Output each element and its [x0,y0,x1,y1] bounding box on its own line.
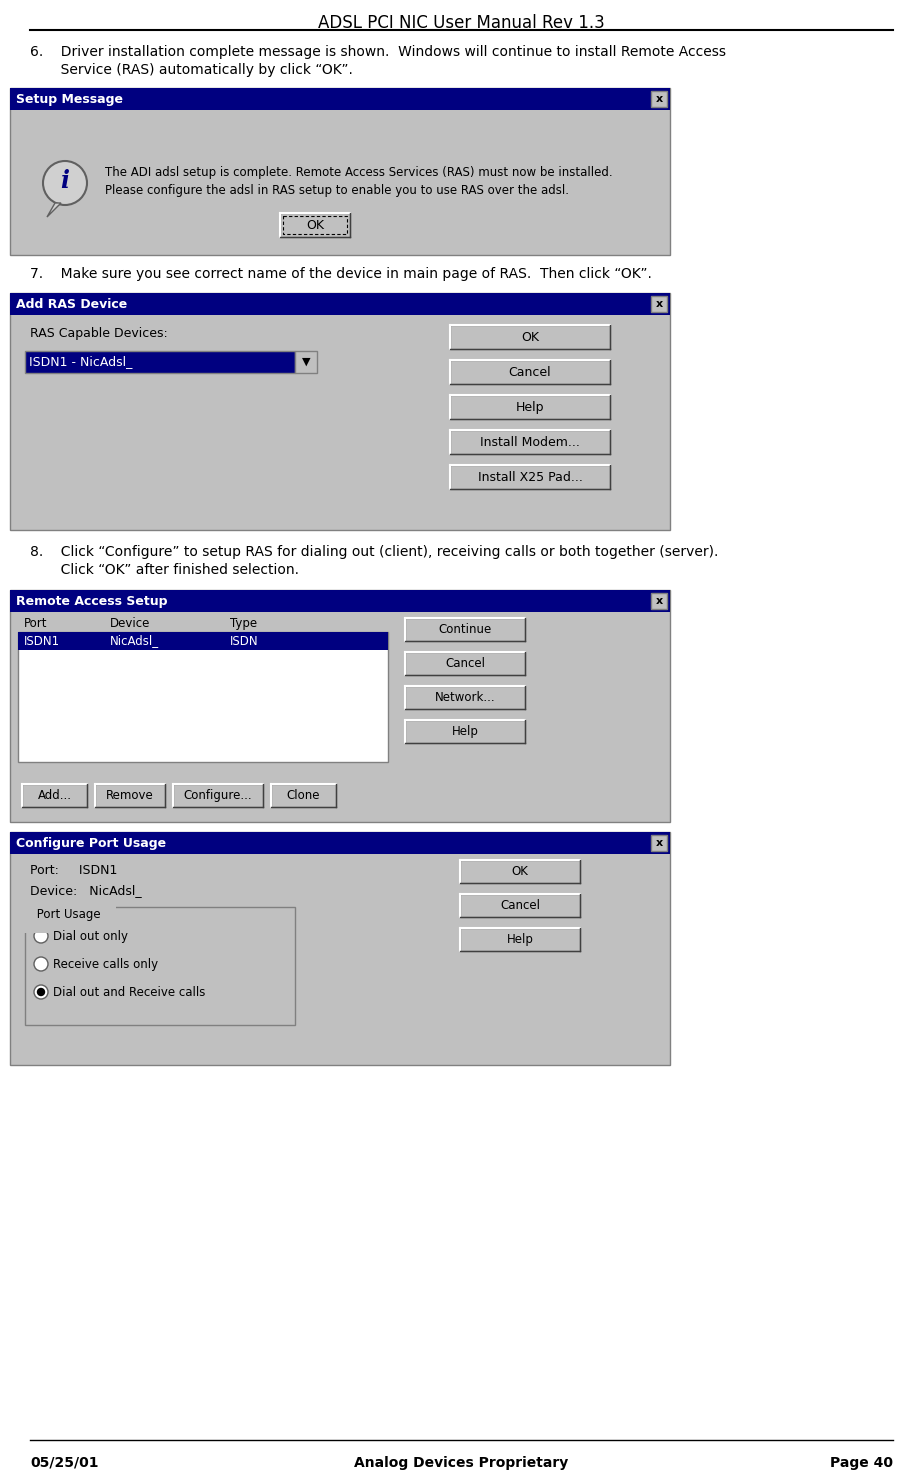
Text: RAS Capable Devices:: RAS Capable Devices: [30,327,168,340]
Text: Help: Help [507,933,533,946]
Text: Remove: Remove [106,789,154,802]
FancyBboxPatch shape [460,859,580,883]
FancyBboxPatch shape [10,88,670,111]
FancyBboxPatch shape [22,784,87,806]
FancyBboxPatch shape [651,834,667,850]
Text: x: x [655,299,663,310]
FancyBboxPatch shape [405,652,525,675]
FancyBboxPatch shape [25,907,295,1024]
FancyBboxPatch shape [651,91,667,108]
Text: Analog Devices Proprietary: Analog Devices Proprietary [354,1456,569,1470]
FancyBboxPatch shape [450,464,610,489]
Text: Type: Type [230,616,258,629]
FancyBboxPatch shape [450,395,610,419]
Text: Receive calls only: Receive calls only [53,958,158,970]
FancyBboxPatch shape [10,88,670,255]
Text: x: x [655,595,663,606]
Text: ADSL PCI NIC User Manual Rev 1.3: ADSL PCI NIC User Manual Rev 1.3 [318,13,605,32]
Text: OK: OK [306,218,324,231]
Text: 6.    Driver installation complete message is shown.  Windows will continue to i: 6. Driver installation complete message … [30,46,726,59]
FancyBboxPatch shape [460,895,580,917]
Text: OK: OK [521,330,539,343]
FancyBboxPatch shape [651,296,667,312]
FancyBboxPatch shape [18,615,388,632]
Text: ISDN1: ISDN1 [24,634,60,647]
Text: Cancel: Cancel [445,657,485,671]
FancyBboxPatch shape [460,929,580,951]
FancyBboxPatch shape [405,618,525,641]
Text: NicAdsl_: NicAdsl_ [110,634,159,647]
Text: Port:     ISDN1: Port: ISDN1 [30,864,117,877]
Text: Remote Access Setup: Remote Access Setup [16,594,167,607]
Text: Page 40: Page 40 [830,1456,893,1470]
FancyBboxPatch shape [18,632,388,650]
FancyBboxPatch shape [295,351,317,373]
FancyBboxPatch shape [450,360,610,385]
Text: Dial out only: Dial out only [53,930,128,942]
FancyBboxPatch shape [10,831,670,1066]
Circle shape [38,989,44,995]
Text: Help: Help [516,401,545,414]
FancyBboxPatch shape [173,784,263,806]
Text: ISDN1 - NicAdsl_: ISDN1 - NicAdsl_ [29,355,132,368]
Text: Service (RAS) automatically by click “OK”.: Service (RAS) automatically by click “OK… [30,63,353,77]
FancyBboxPatch shape [450,430,610,454]
Text: Install Modem...: Install Modem... [480,435,580,448]
FancyBboxPatch shape [95,784,165,806]
Circle shape [34,985,48,999]
FancyBboxPatch shape [10,590,670,822]
FancyBboxPatch shape [10,831,670,853]
Text: Continue: Continue [438,624,492,635]
Text: Click “OK” after finished selection.: Click “OK” after finished selection. [30,563,299,576]
Text: Port: Port [24,616,47,629]
Text: OK: OK [511,865,529,879]
FancyBboxPatch shape [651,593,667,609]
Text: Add...: Add... [38,789,71,802]
Text: i: i [61,170,69,193]
Text: Please configure the adsl in RAS setup to enable you to use RAS over the adsl.: Please configure the adsl in RAS setup t… [105,184,569,198]
Text: Configure Port Usage: Configure Port Usage [16,837,166,849]
Text: The ADI adsl setup is complete. Remote Access Services (RAS) must now be install: The ADI adsl setup is complete. Remote A… [105,167,613,178]
Text: Configure...: Configure... [184,789,252,802]
Text: ▼: ▼ [302,357,310,367]
FancyBboxPatch shape [450,324,610,349]
Circle shape [34,957,48,971]
Text: Dial out and Receive calls: Dial out and Receive calls [53,986,206,998]
FancyBboxPatch shape [271,784,336,806]
FancyBboxPatch shape [10,293,670,315]
Text: Help: Help [451,725,478,738]
FancyBboxPatch shape [10,293,670,531]
FancyBboxPatch shape [405,719,525,743]
Text: Port Usage: Port Usage [33,908,104,921]
Polygon shape [47,203,61,217]
Text: ISDN: ISDN [230,634,258,647]
Text: Network...: Network... [435,691,496,705]
FancyBboxPatch shape [405,685,525,709]
FancyBboxPatch shape [25,351,295,373]
Text: 05/25/01: 05/25/01 [30,1456,99,1470]
FancyBboxPatch shape [18,632,388,762]
Text: Cancel: Cancel [509,366,551,379]
Text: Add RAS Device: Add RAS Device [16,298,127,311]
Circle shape [34,929,48,943]
Text: Install X25 Pad...: Install X25 Pad... [477,470,582,483]
Text: x: x [655,94,663,105]
Text: Cancel: Cancel [500,899,540,912]
FancyBboxPatch shape [280,214,350,237]
Text: Clone: Clone [287,789,320,802]
Text: Device:   NicAdsl_: Device: NicAdsl_ [30,884,141,898]
Text: x: x [655,839,663,848]
Text: 7.    Make sure you see correct name of the device in main page of RAS.  Then cl: 7. Make sure you see correct name of the… [30,267,652,282]
Text: Setup Message: Setup Message [16,93,123,106]
Text: 8.    Click “Configure” to setup RAS for dialing out (client), receiving calls o: 8. Click “Configure” to setup RAS for di… [30,545,718,559]
Circle shape [43,161,87,205]
FancyBboxPatch shape [10,590,670,612]
Text: Device: Device [110,616,150,629]
